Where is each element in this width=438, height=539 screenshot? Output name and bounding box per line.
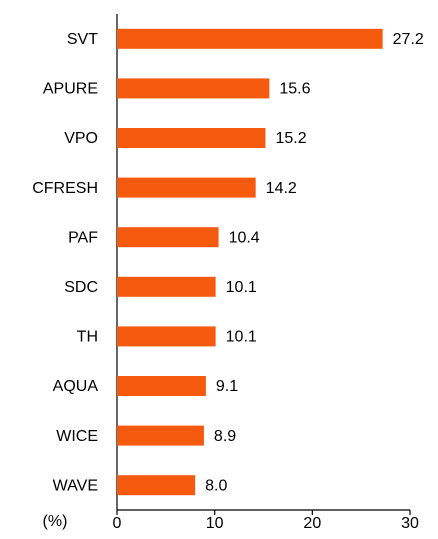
bar [117,128,266,148]
value-label: 10.1 [226,329,257,346]
x-axis-label: (%) [43,513,68,530]
y-tick-label: VPO [64,130,98,147]
value-label: 14.2 [266,180,297,197]
y-tick-label: CFRESH [32,180,98,197]
bar [117,425,204,446]
value-label: 8.9 [214,428,236,445]
value-label: 27.2 [393,31,424,48]
value-label: 10.4 [229,229,260,246]
y-tick-label: PAF [68,229,98,246]
y-tick-label: WAVE [53,477,98,494]
y-tick-label: APURE [43,81,98,98]
value-label: 15.6 [279,81,310,98]
y-tick-label: SDC [64,279,98,296]
x-tick-label: 0 [113,515,122,532]
x-tick-label: 20 [303,515,321,532]
value-label: 15.2 [275,130,306,147]
x-tick-label: 10 [206,515,224,532]
y-tick-label: SVT [67,31,98,48]
y-tick-label: WICE [56,428,98,445]
y-tick-label: TH [77,329,98,346]
bar [117,78,270,99]
bar [117,227,219,248]
y-tick-label: AQUA [53,378,99,395]
bar [117,376,206,396]
bar [117,276,216,297]
x-tick-label: 30 [401,515,419,532]
value-label: 9.1 [216,378,238,395]
bar [117,326,216,347]
value-label: 8.0 [205,477,227,494]
value-label: 10.1 [226,279,257,296]
bar [117,475,196,496]
bar [117,28,383,49]
bar [117,177,256,198]
